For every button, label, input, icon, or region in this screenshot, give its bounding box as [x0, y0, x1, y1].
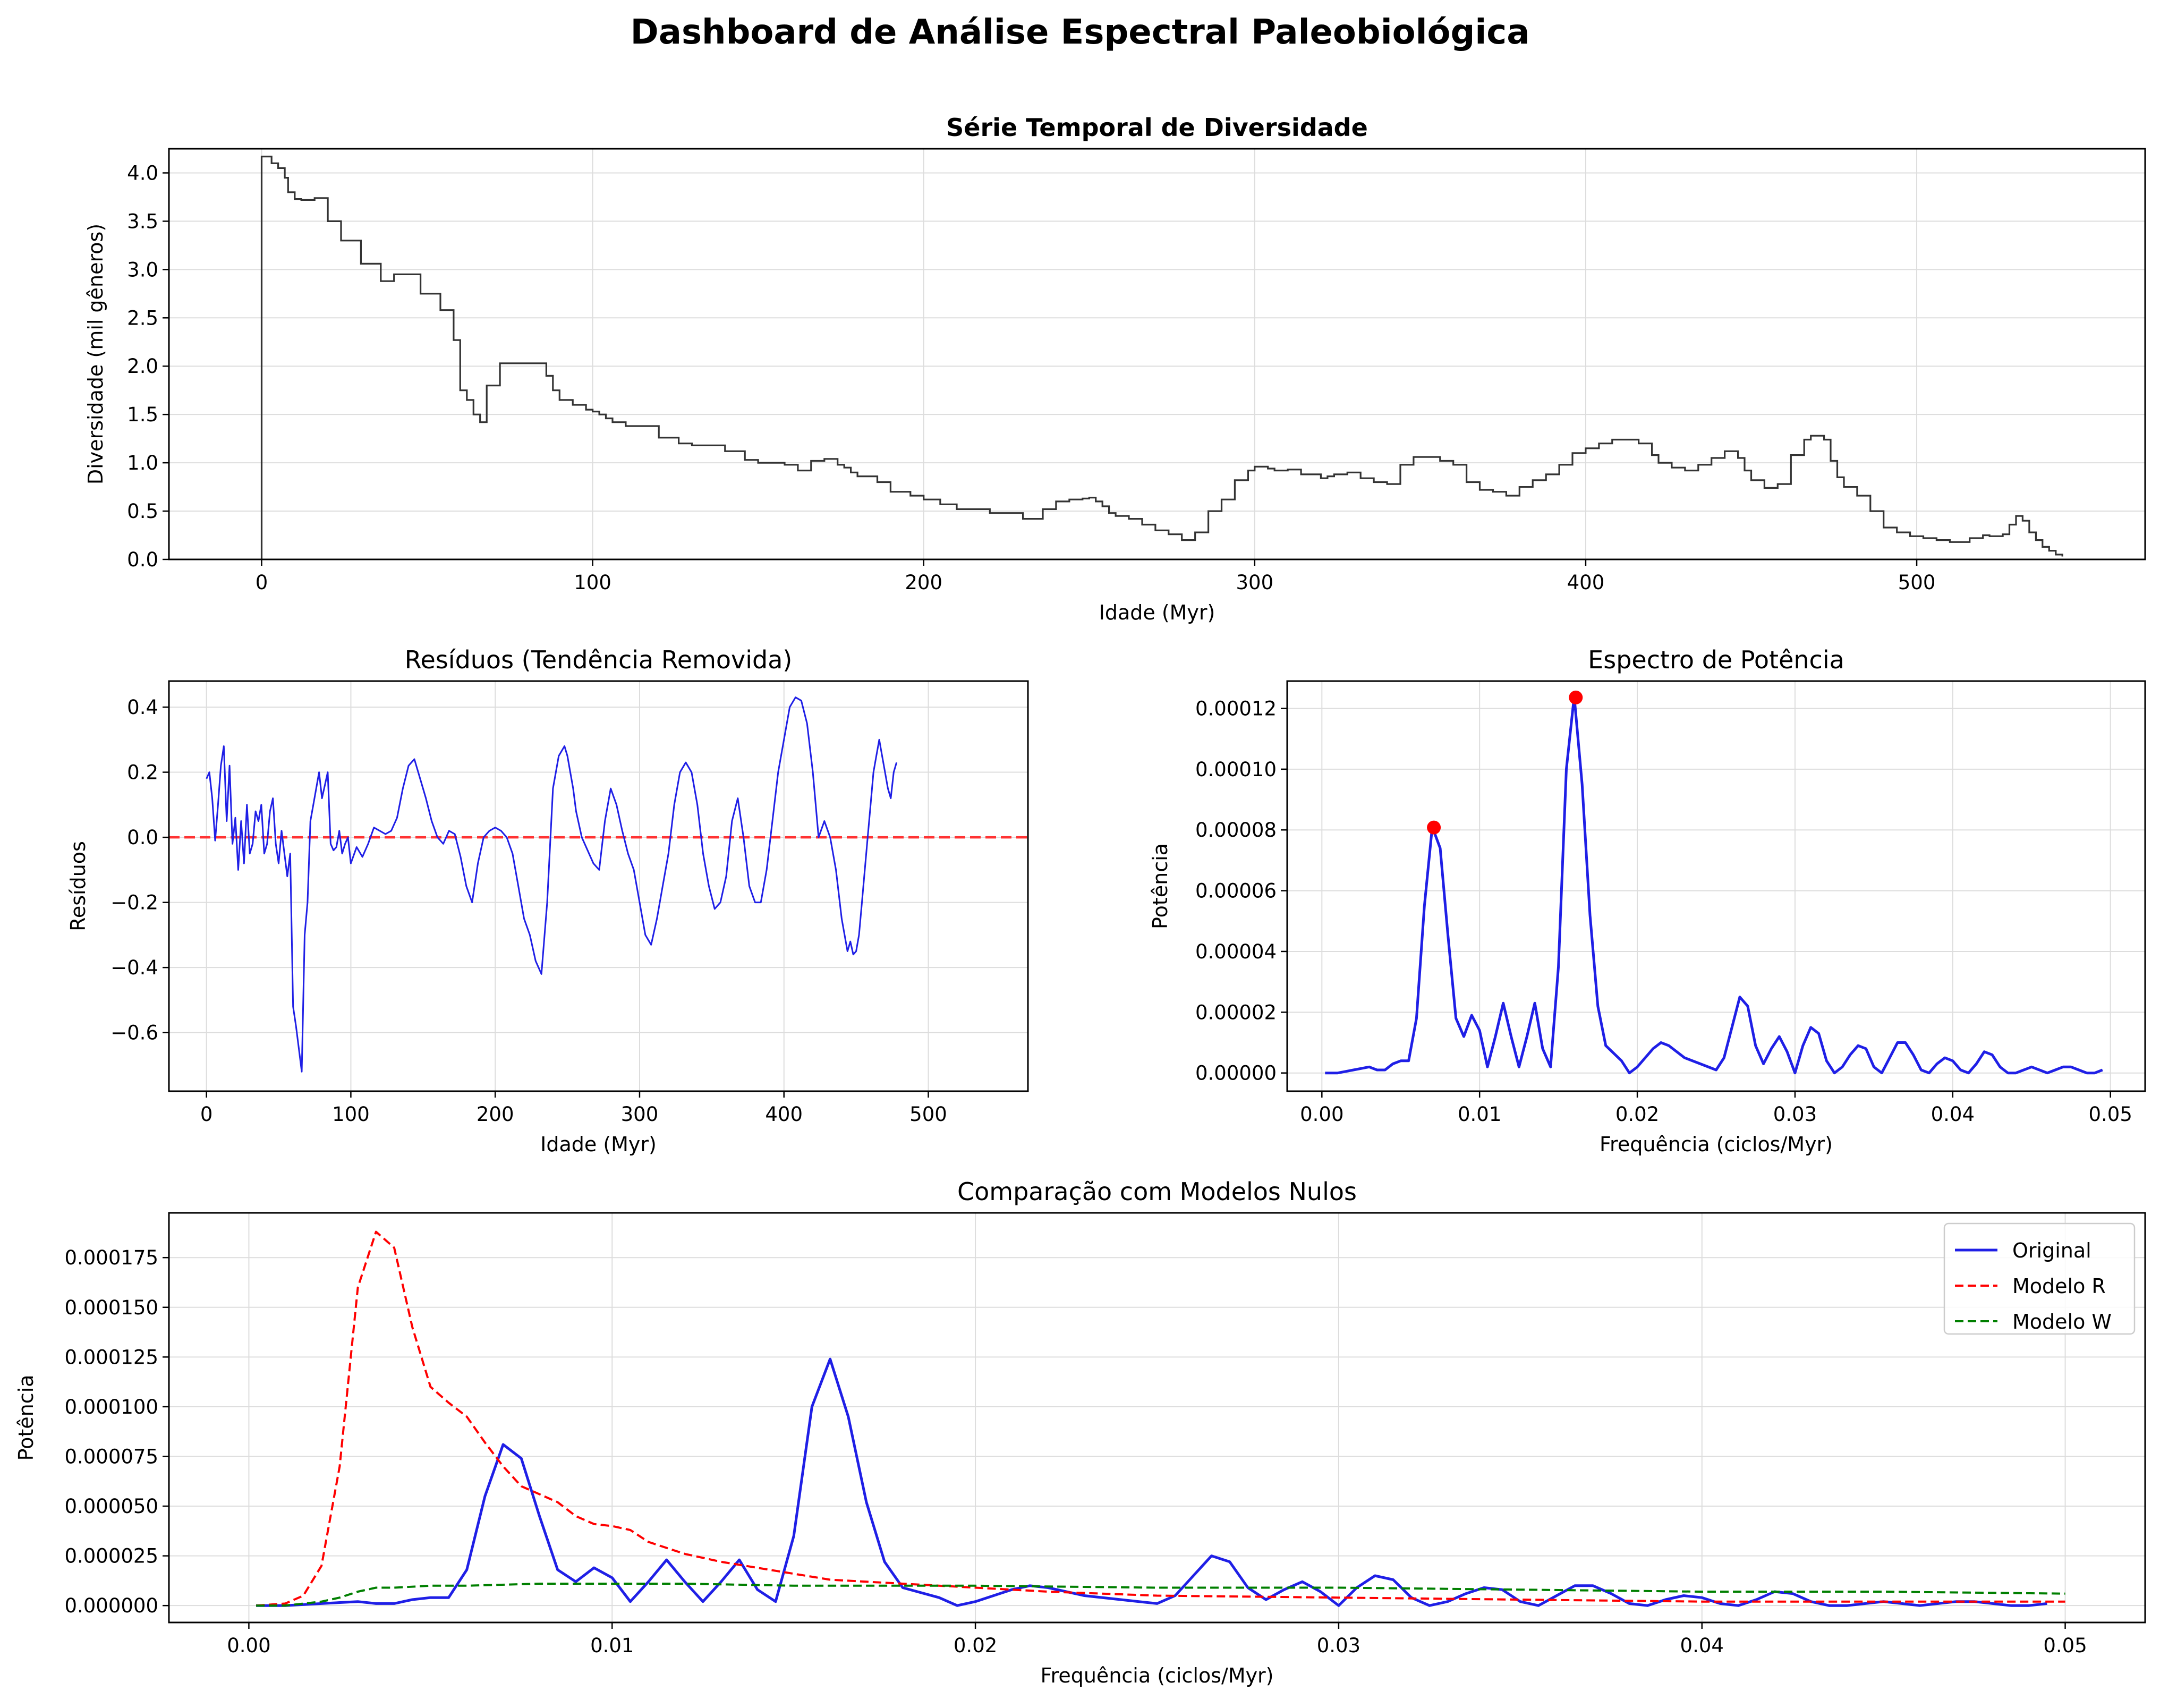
y-axis-label: Potência [14, 1375, 38, 1461]
y-tick-label: 0.000025 [64, 1545, 158, 1568]
plot-area [1325, 695, 2103, 1075]
y-axis-label: Potência [1149, 843, 1172, 929]
chart-title: Espectro de Potência [1588, 645, 1844, 674]
legend-label: Modelo W [2012, 1310, 2112, 1333]
suptitle: Dashboard de Análise Espectral Paleobiol… [631, 13, 1530, 52]
y-tick-label: −0.4 [110, 956, 158, 979]
y-tick-label: −0.2 [110, 891, 158, 914]
axes-frame [168, 1212, 2146, 1624]
x-tick-label: 0.00 [227, 1634, 270, 1657]
x-tick-label: 0.03 [1773, 1103, 1817, 1126]
y-tick-label: 0.000050 [64, 1495, 158, 1518]
x-tick-label: 0.05 [2043, 1634, 2087, 1657]
y-tick-label: 0.00000 [1195, 1062, 1277, 1085]
spectral-peak-marker [1427, 820, 1441, 835]
x-tick-label: 400 [1567, 571, 1605, 594]
chart-diversity: 0 100 200 300 400 500 0.0 0.5 1.0 1.5 2.0 2.5 3.0 3.5… [84, 113, 2146, 624]
x-tick-label: 0.03 [1317, 1634, 1360, 1657]
y-tick-label: 0.00006 [1195, 880, 1277, 903]
legend-label: Modelo R [2012, 1274, 2106, 1298]
chart-null-models: 0.00 0.01 0.02 0.03 0.04 0.05 0.000000 0.000025… [14, 1177, 2146, 1687]
series-line-modelo-r [256, 1230, 2065, 1607]
axes-frame [1286, 680, 2146, 1092]
x-tick-label: 0.01 [1458, 1103, 1501, 1126]
x-axis-label: Idade (Myr) [540, 1133, 657, 1156]
y-tick-label: 0.00012 [1195, 697, 1277, 720]
chart-title: Resíduos (Tendência Removida) [405, 645, 793, 674]
y-tick-label: 0.000150 [64, 1296, 158, 1319]
x-axis-label: Frequência (ciclos/Myr) [1040, 1664, 1273, 1687]
y-tick-label: 3.5 [127, 210, 158, 233]
chart-spectrum: 0.00 0.01 0.02 0.03 0.04 0.05 0.00000 0.00002 0.… [1149, 645, 2146, 1156]
y-tick-label: 0.00004 [1195, 940, 1277, 963]
y-tick-label: 0.000125 [64, 1346, 158, 1369]
x-axis-label: Idade (Myr) [1099, 601, 1215, 624]
x-tick-label: 0.04 [1931, 1103, 1975, 1126]
y-tick-label: −0.6 [110, 1022, 158, 1044]
x-tick-label: 100 [332, 1103, 370, 1126]
y-tick-label: 2.0 [127, 355, 158, 378]
x-tick-label: 0 [256, 571, 268, 594]
chart-title: Série Temporal de Diversidade [946, 113, 1368, 142]
x-axis-label: Frequência (ciclos/Myr) [1600, 1133, 1833, 1156]
x-tick-label: 0.05 [2088, 1103, 2132, 1126]
y-tick-label: 0.0 [127, 548, 158, 571]
residuals-line [206, 696, 898, 1073]
x-tick-label: 0.01 [590, 1634, 634, 1657]
x-tick-label: 300 [1236, 571, 1274, 594]
y-tick-label: 3.0 [127, 258, 158, 281]
axes-frame [168, 680, 1029, 1092]
x-tick-label: 400 [765, 1103, 803, 1126]
chart-title: Comparação com Modelos Nulos [957, 1177, 1357, 1206]
y-tick-label: 0.00008 [1195, 819, 1277, 842]
y-tick-label: 4.0 [127, 162, 158, 184]
x-tick-label: 300 [621, 1103, 659, 1126]
axes-frame [168, 148, 2146, 560]
legend: Original Modelo R Modelo W [1943, 1222, 2136, 1335]
diversity-step-line [260, 156, 2063, 559]
y-tick-label: 1.5 [127, 403, 158, 426]
y-axis-label: Resíduos [66, 841, 90, 931]
plot-area [256, 1230, 2065, 1607]
x-tick-label: 0.04 [1680, 1634, 1724, 1657]
x-tick-label: 0 [200, 1103, 213, 1126]
legend-label: Original [2012, 1239, 2091, 1262]
x-tick-label: 0.02 [954, 1634, 997, 1657]
y-tick-label: 0.2 [127, 761, 158, 784]
x-tick-label: 500 [1898, 571, 1936, 594]
y-tick-label: 0.00010 [1195, 758, 1277, 781]
y-tick-label: 1.0 [127, 452, 158, 474]
series-line-modelo-w [256, 1583, 2065, 1607]
y-tick-label: 0.4 [127, 696, 158, 719]
spectral-peak-marker [1569, 690, 1583, 704]
y-tick-label: 0.5 [127, 500, 158, 523]
y-tick-label: 0.00002 [1195, 1001, 1277, 1024]
y-axis-label: Diversidade (mil gêneros) [84, 224, 107, 485]
plot-area [260, 156, 2063, 559]
y-tick-label: 0.000175 [64, 1246, 158, 1269]
series-line-original [256, 1357, 2047, 1607]
x-tick-label: 0.00 [1300, 1103, 1343, 1126]
chart-residuals: 0 100 200 300 400 500 −0.6 −0.4 −0.2 0.0 0.2 0.4 Res… [66, 645, 1029, 1156]
y-tick-label: 0.000100 [64, 1396, 158, 1418]
x-tick-label: 0.02 [1615, 1103, 1659, 1126]
x-tick-label: 200 [905, 571, 942, 594]
y-tick-label: 0.000000 [64, 1594, 158, 1617]
y-tick-label: 0.0 [127, 826, 158, 849]
spectrum-line [1325, 695, 2103, 1075]
x-tick-label: 100 [574, 571, 611, 594]
plot-area [169, 696, 1028, 1073]
y-tick-label: 0.000075 [64, 1445, 158, 1468]
y-tick-label: 2.5 [127, 307, 158, 329]
x-tick-label: 500 [909, 1103, 947, 1126]
x-tick-label: 200 [477, 1103, 514, 1126]
